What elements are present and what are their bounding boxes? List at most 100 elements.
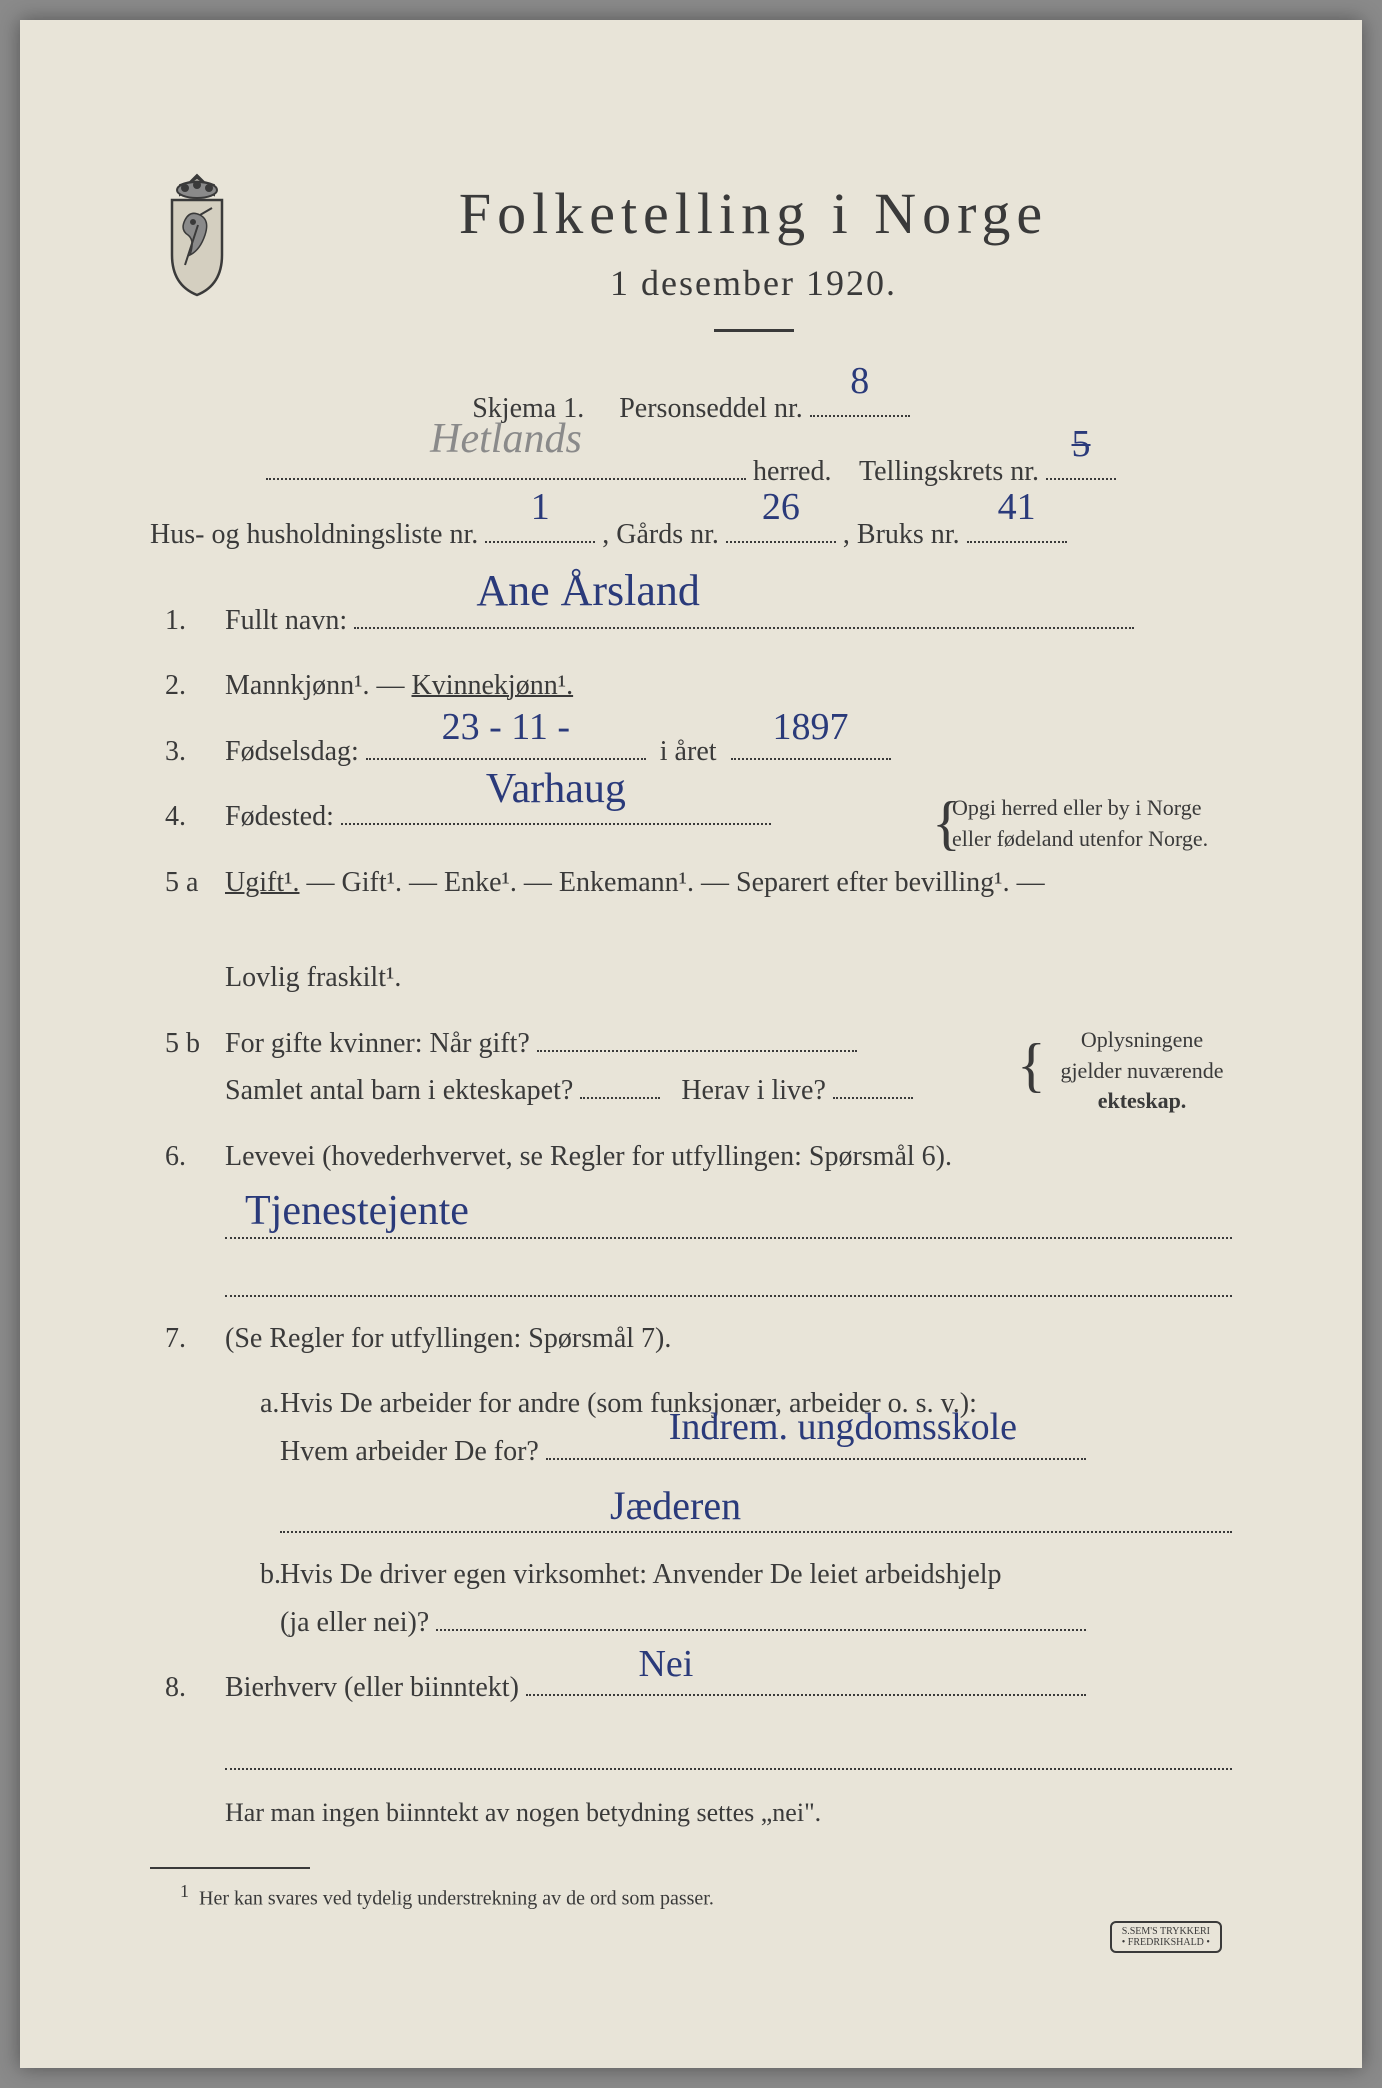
q7b-text1: Hvis De driver egen virksomhet: Anvender… xyxy=(280,1559,1002,1590)
q7b-sub: b. xyxy=(225,1551,280,1646)
q4-label: Fødested: xyxy=(225,801,334,832)
q1: 1. Fullt navn: Ane Årsland xyxy=(150,597,1232,645)
title-block: Folketelling i Norge 1 desember 1920. xyxy=(275,170,1232,362)
q5a-ugift: Ugift¹. xyxy=(225,867,300,898)
personseddel-label: Personseddel nr. xyxy=(619,393,803,424)
q4-sidenote: { Opgi herred eller by i Norge eller fød… xyxy=(952,793,1232,855)
husliste-nr: 1 xyxy=(531,471,550,543)
q3-year-label: i året xyxy=(660,736,717,767)
coat-of-arms-icon xyxy=(150,170,245,300)
q6: 6. Levevei (hovederhvervet, se Regler fo… xyxy=(150,1133,1232,1181)
q1-label: Fullt navn: xyxy=(225,605,347,636)
q6-field: Tjenestejente xyxy=(225,1199,1232,1239)
q1-value: Ane Årsland xyxy=(476,554,700,629)
q6-value: Tjenestejente xyxy=(245,1187,469,1235)
q1-num: 1. xyxy=(150,597,225,645)
census-form-page: Folketelling i Norge 1 desember 1920. Sk… xyxy=(20,20,1362,2068)
form-content: Folketelling i Norge 1 desember 1920. Sk… xyxy=(80,110,1302,2008)
q5b: 5 b For gifte kvinner: Når gift? Samlet … xyxy=(150,1020,1232,1115)
q7b-field xyxy=(436,1629,1086,1631)
husliste-field: 1 xyxy=(485,541,595,543)
q7-num: 7. xyxy=(150,1315,225,1363)
gards-field: 26 xyxy=(726,541,836,543)
q5b-text2: Samlet antal barn i ekteskapet? xyxy=(225,1075,573,1106)
q7a-field: Indrem. ungdomsskole xyxy=(546,1458,1086,1460)
q5b-field2 xyxy=(580,1097,660,1099)
divider xyxy=(714,329,794,332)
note-text: Har man ingen biinntekt av nogen betydni… xyxy=(225,1798,821,1827)
q5b-text1: For gifte kvinner: Når gift? xyxy=(225,1028,530,1059)
q8-value: Nei xyxy=(638,1632,693,1697)
q2-text: Mannkjønn¹. — xyxy=(225,670,412,701)
q8-num: 8. xyxy=(150,1664,225,1712)
q4-value: Varhaug xyxy=(486,754,626,825)
herred-name: Hetlands xyxy=(430,400,582,480)
q4-side1: Opgi herred eller by i Norge xyxy=(952,795,1201,820)
q4-field: Varhaug xyxy=(341,823,771,825)
q7: 7. (Se Regler for utfyllingen: Spørsmål … xyxy=(150,1315,1232,1363)
q7a-value1: Indrem. ungdomsskole xyxy=(669,1395,1017,1460)
q5b-text3: Herav i live? xyxy=(681,1075,826,1106)
gards-label: , Gårds nr. xyxy=(602,519,719,550)
gards-nr: 26 xyxy=(762,471,800,543)
q8-field: Nei xyxy=(526,1694,1086,1696)
q5a-num: 5 a xyxy=(150,859,225,1002)
bruks-nr: 41 xyxy=(998,471,1036,543)
q7a: a. Hvis De arbeider for andre (som funks… xyxy=(150,1380,1232,1475)
q4: 4. Fødested: Varhaug { Opgi herred eller… xyxy=(150,793,1232,841)
q5b-field3 xyxy=(833,1097,913,1099)
q7b-text2: (ja eller nei)? xyxy=(280,1607,429,1638)
q7a-field-2: Jæderen xyxy=(280,1493,1232,1533)
q2-num: 2. xyxy=(150,662,225,710)
q4-side2: eller fødeland utenfor Norge. xyxy=(952,826,1208,851)
q5a: 5 a Ugift¹. — Gift¹. — Enke¹. — Enkemann… xyxy=(150,859,1232,1002)
q3-year-field: 1897 xyxy=(731,758,891,760)
q5b-side1: Oplysningene xyxy=(1081,1027,1203,1052)
q7a-sub: a. xyxy=(225,1380,280,1475)
personseddel-nr: 8 xyxy=(850,345,869,417)
tellingskrets-nr: 5 xyxy=(1072,408,1091,480)
printer-stamp: S.SEM'S TRYKKERI • FREDRIKSHALD • xyxy=(1110,1921,1222,1953)
q1-field: Ane Årsland xyxy=(354,627,1134,629)
footnote: 1 Her kan svares ved tydelig understrekn… xyxy=(150,1881,1232,1911)
q5b-num: 5 b xyxy=(150,1020,225,1115)
q6-field-2 xyxy=(225,1257,1232,1297)
q6-text: Levevei (hovederhvervet, se Regler for u… xyxy=(225,1141,952,1172)
q8: 8. Bierhverv (eller biinntekt) Nei xyxy=(150,1664,1232,1712)
schema-line: Skjema 1. Personseddel nr. 8 xyxy=(150,382,1232,435)
q3-label: Fødselsdag: xyxy=(225,736,359,767)
footnote-text: Her kan svares ved tydelig understreknin… xyxy=(199,1888,714,1910)
note-line: Har man ingen biinntekt av nogen betydni… xyxy=(225,1788,1232,1837)
q5b-sidenote: { Oplysningene gjelder nuværende ekteska… xyxy=(1042,1025,1242,1117)
questions-block: 1. Fullt navn: Ane Årsland 2. Mannkjønn¹… xyxy=(150,597,1232,1838)
q3: 3. Fødselsdag: 23 - 11 - i året 1897 xyxy=(150,728,1232,776)
subtitle: 1 desember 1920. xyxy=(275,262,1232,304)
husliste-label: Hus- og husholdningsliste nr. xyxy=(150,519,478,550)
bruks-field: 41 xyxy=(967,541,1067,543)
q6-num: 6. xyxy=(150,1133,225,1181)
q8-field-2 xyxy=(225,1730,1232,1770)
q5b-field1 xyxy=(537,1050,857,1052)
q4-num: 4. xyxy=(150,793,225,841)
header: Folketelling i Norge 1 desember 1920. xyxy=(150,170,1232,362)
q3-day: 23 - 11 - xyxy=(442,695,570,760)
stamp2: • FREDRIKSHALD • xyxy=(1122,1937,1210,1948)
footnote-rule xyxy=(150,1867,310,1869)
q3-year: 1897 xyxy=(773,695,849,760)
q7a-value2: Jæderen xyxy=(610,1482,741,1529)
herred-field: Hetlands xyxy=(266,478,746,480)
main-title: Folketelling i Norge xyxy=(275,180,1232,247)
q7a-text2: Hvem arbeider De for? xyxy=(280,1436,539,1467)
q5b-side2: gjelder nuværende xyxy=(1060,1058,1223,1083)
stamp1: S.SEM'S TRYKKERI xyxy=(1122,1926,1210,1937)
q8-label: Bierhverv (eller biinntekt) xyxy=(225,1672,519,1703)
herred-line: Hetlands herred. Tellingskrets nr. 5 xyxy=(150,445,1232,498)
tellingskrets-field: 5 xyxy=(1046,478,1116,480)
q5a-rest: — Gift¹. — Enke¹. — Enkemann¹. — Separer… xyxy=(300,867,1045,898)
q5b-side3: ekteskap. xyxy=(1098,1088,1187,1113)
q3-num: 3. xyxy=(150,728,225,776)
q5a-line2: Lovlig fraskilt¹. xyxy=(225,962,401,993)
personseddel-field: 8 xyxy=(810,415,910,417)
q2: 2. Mannkjønn¹. — Kvinnekjønn¹. xyxy=(150,662,1232,710)
bruks-label: , Bruks nr. xyxy=(843,519,960,550)
